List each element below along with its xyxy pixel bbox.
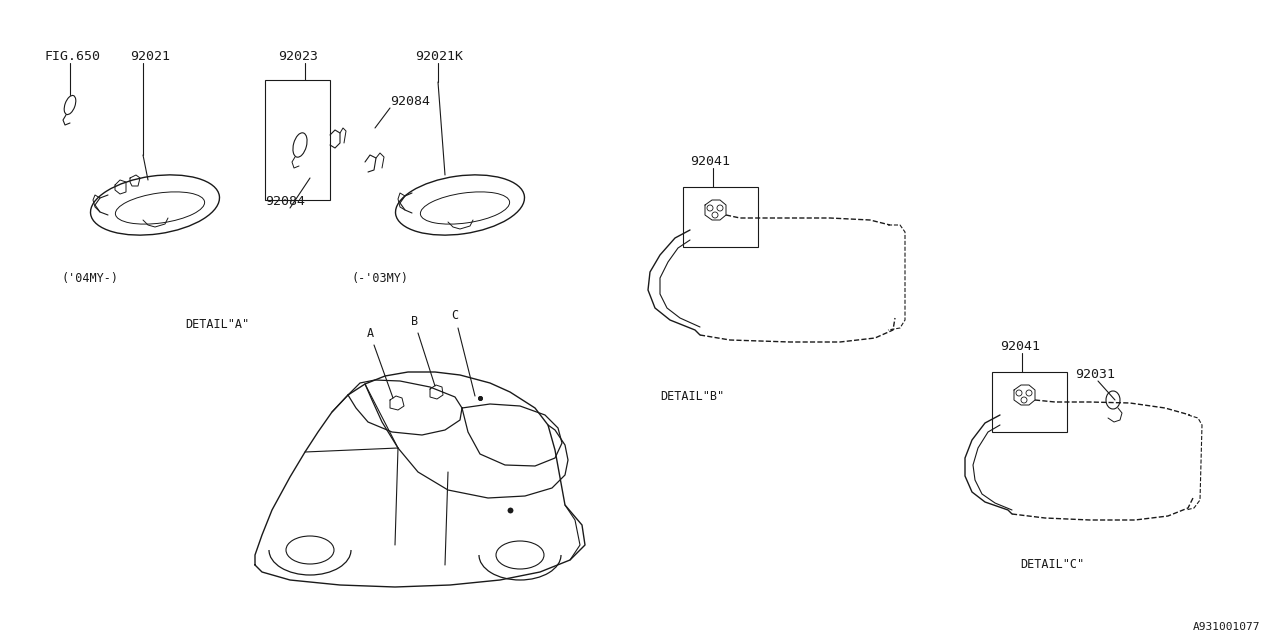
Text: B: B	[411, 315, 419, 328]
Text: DETAIL"A": DETAIL"A"	[186, 318, 250, 331]
Text: 92021: 92021	[131, 50, 170, 63]
Ellipse shape	[396, 175, 525, 235]
Bar	[265, 80, 330, 200]
Text: 92084: 92084	[390, 95, 430, 108]
Text: C: C	[452, 309, 458, 322]
Ellipse shape	[64, 95, 76, 115]
Text: 92021K: 92021K	[415, 50, 463, 63]
Text: FIG.650: FIG.650	[45, 50, 101, 63]
Bar	[992, 372, 1068, 432]
Text: A931001077: A931001077	[1193, 622, 1260, 632]
Text: DETAIL"B": DETAIL"B"	[660, 390, 724, 403]
Text: ('04MY-): ('04MY-)	[61, 272, 119, 285]
Ellipse shape	[420, 192, 509, 224]
Ellipse shape	[293, 133, 307, 157]
Text: 92041: 92041	[1000, 340, 1039, 353]
Bar	[684, 187, 758, 247]
Ellipse shape	[91, 175, 219, 235]
Text: 92084: 92084	[265, 195, 305, 208]
Text: 92041: 92041	[690, 155, 730, 168]
Text: A: A	[366, 327, 374, 340]
Text: 92023: 92023	[278, 50, 317, 63]
Ellipse shape	[115, 192, 205, 224]
Text: (-'03MY): (-'03MY)	[352, 272, 408, 285]
Text: DETAIL"C": DETAIL"C"	[1020, 558, 1084, 571]
Text: 92031: 92031	[1075, 368, 1115, 381]
